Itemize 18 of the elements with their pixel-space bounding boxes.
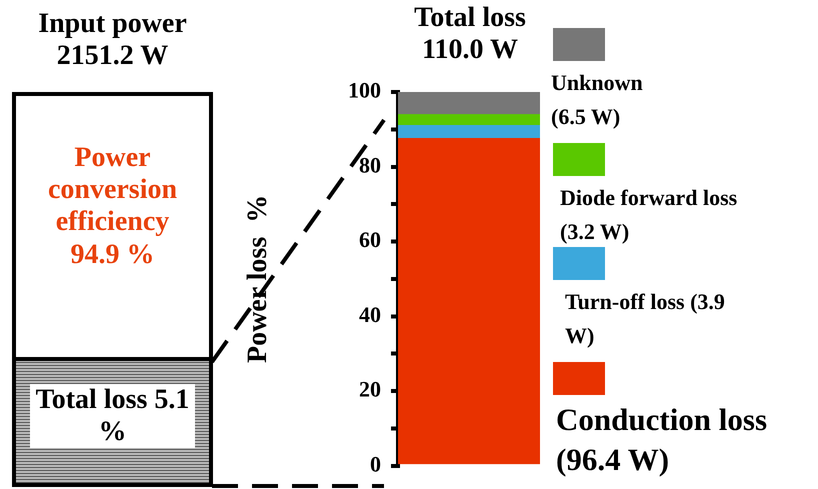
y-tick-label: 100: [348, 78, 381, 103]
y-axis-title: Power loss %: [242, 194, 274, 364]
bar: [398, 92, 540, 115]
text: Total loss 5.1 %: [30, 384, 195, 448]
legend-label: Turn-off loss (3.9 W): [565, 288, 726, 350]
y-tick-label: 80: [359, 152, 381, 178]
legend-label: Diode forward loss (3.2 W): [560, 184, 738, 246]
bar: [398, 114, 540, 126]
text: Input power 2151.2 W: [37, 8, 188, 72]
text: Power conversion efficiency 94.9 %: [46, 142, 178, 271]
bar: [398, 124, 540, 139]
y-tick-label: 20: [359, 376, 381, 402]
chart-title: Total loss 110.0 W: [413, 2, 527, 66]
y-tick-label: 60: [359, 227, 381, 252]
y-tick-label: 0: [370, 451, 381, 476]
legend-label: Conduction loss (96.4 W): [556, 401, 768, 480]
legend-label: Unknown (6.5 W): [551, 69, 644, 132]
y-tick-label: 40: [359, 302, 381, 327]
